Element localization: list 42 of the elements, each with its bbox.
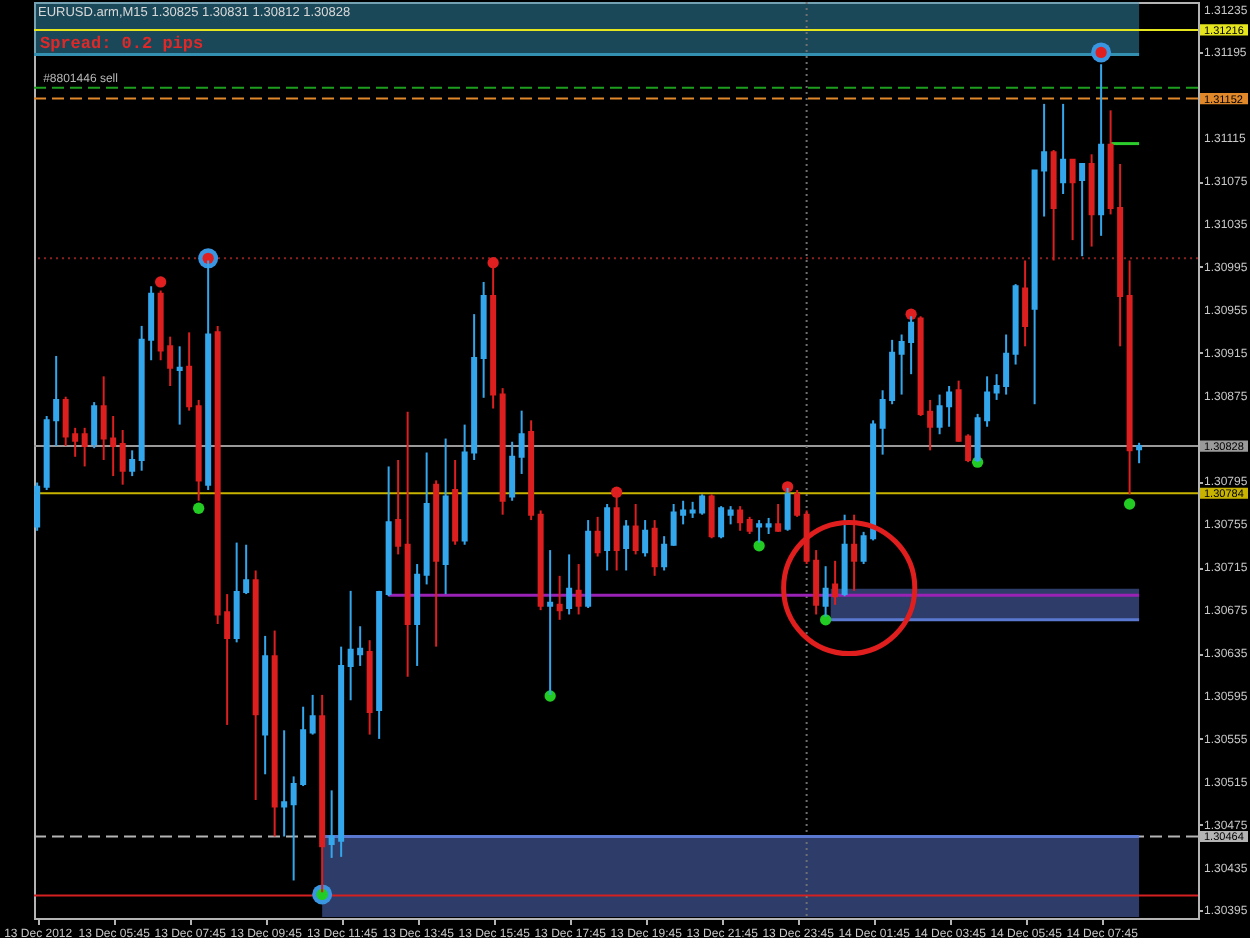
candlestick: [81, 426, 88, 468]
point: [487, 257, 499, 269]
candlestick: [119, 428, 126, 486]
candlestick: [651, 519, 658, 577]
candlestick: [737, 505, 744, 532]
point: [819, 614, 832, 626]
annotation: Spread: 0.2 pips: [40, 34, 204, 54]
candlestick: [708, 493, 715, 540]
candlestick: [718, 505, 725, 540]
candlestick: [176, 345, 183, 426]
candlestick: [91, 401, 98, 450]
candlestick: [1136, 441, 1143, 465]
candlestick: [518, 409, 525, 475]
candlestick: [1079, 162, 1086, 258]
candlestick: [1060, 102, 1067, 195]
candlestick: [509, 440, 516, 502]
candlestick: [775, 502, 782, 533]
candlestick: [604, 502, 611, 572]
point: [753, 540, 765, 552]
candlestick: [632, 502, 639, 556]
point: [1123, 498, 1136, 510]
point: [781, 481, 794, 493]
candlestick: [186, 331, 193, 412]
point: [155, 276, 167, 288]
candlestick: [661, 535, 668, 572]
candlestick: [556, 574, 563, 621]
candlestick: [395, 459, 402, 556]
candlestick: [642, 519, 649, 558]
candlestick: [832, 559, 839, 606]
candlestick: [129, 449, 136, 478]
candlestick: [34, 481, 41, 532]
candlestick: [1069, 158, 1076, 242]
candlestick: [566, 553, 573, 616]
candlestick: [594, 515, 601, 558]
point: [193, 502, 205, 514]
candlestick: [309, 693, 316, 736]
candlestick: [727, 505, 734, 526]
candlestick: [575, 563, 582, 616]
candlestick: [794, 489, 801, 518]
candlestick: [623, 519, 630, 572]
candlestick: [1022, 259, 1029, 348]
candlestick: [281, 729, 288, 838]
